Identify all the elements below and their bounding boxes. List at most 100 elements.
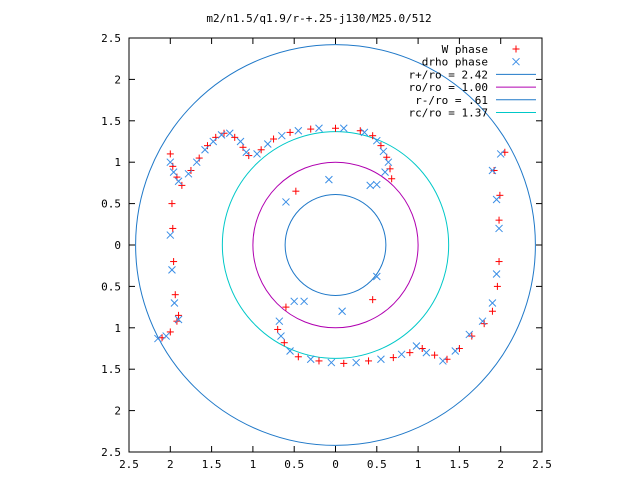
w-phase-point xyxy=(280,339,288,347)
drho-phase-point xyxy=(492,195,501,204)
legend-entry: W phase xyxy=(442,43,520,56)
w-phase-point xyxy=(220,129,228,137)
legend-label: drho phase xyxy=(422,56,488,69)
w-phase-point xyxy=(245,152,253,160)
y-tick-label: 0.5 xyxy=(101,198,121,211)
drho-phase-point xyxy=(384,158,393,167)
w-phase-point xyxy=(496,191,504,199)
legend-entry: r+/ro = 2.42 xyxy=(409,68,536,81)
w-phase-point xyxy=(168,200,176,208)
axis-ticks: 2.5 2 1.5 1 0.5 0 0.5 1 1.5 2 2.52.521.510.500.511… xyxy=(101,32,552,471)
w-phase-point xyxy=(418,345,426,352)
drho-phase-point xyxy=(282,198,290,206)
circle-rc-ro xyxy=(221,131,450,359)
legend-label: W phase xyxy=(442,43,488,56)
legend-swatch xyxy=(512,57,520,66)
w-phase-point xyxy=(282,303,290,311)
drho-phase-point xyxy=(488,166,497,175)
w-phase-point xyxy=(239,143,247,151)
drho-phase-point xyxy=(169,168,178,176)
drho-phase-point xyxy=(372,180,381,189)
drho-phase-point xyxy=(242,148,251,157)
w-phase-point xyxy=(340,359,348,367)
drho-phase-point xyxy=(465,330,474,339)
drho-phase-point xyxy=(366,181,375,190)
w-phase-point xyxy=(493,282,501,290)
w-phase-point xyxy=(166,328,174,336)
w-phase-point xyxy=(274,325,282,333)
drho-phase-point xyxy=(327,358,336,367)
circle-r-ro xyxy=(135,44,536,446)
w-phase-point xyxy=(166,150,174,158)
drho-phase-point xyxy=(315,124,323,133)
y-tick-label: 1.5 xyxy=(101,115,121,128)
y-tick-label: 2 xyxy=(114,73,121,86)
drho-phase-point xyxy=(170,299,179,307)
w-phase-point xyxy=(171,291,179,299)
w-phase-point xyxy=(495,258,503,266)
w-phase-point xyxy=(480,320,488,328)
drho-phase-point xyxy=(488,299,497,307)
drho-phase-point xyxy=(253,150,261,158)
legend-entry: r-/ro = .61 xyxy=(415,94,536,107)
circle-ro-ro xyxy=(252,161,419,329)
x-tick-label: 1 xyxy=(250,458,257,471)
drho-phase-point xyxy=(495,224,503,233)
drho-phase-point xyxy=(381,168,389,176)
drho-phase-point xyxy=(360,128,369,137)
x-tick-label: 2.5 xyxy=(119,458,139,471)
legend-label: rc/ro = 1.37 xyxy=(409,107,488,120)
w-phase-point xyxy=(377,142,385,150)
drho-phase-point xyxy=(154,334,162,343)
drho-phase-point xyxy=(379,147,388,156)
w-phase-point xyxy=(178,181,186,189)
drho-phase-point xyxy=(236,137,245,146)
w-phase-point xyxy=(203,142,211,150)
x-tick-label: 1.5 xyxy=(449,458,469,471)
w-phase-point xyxy=(175,311,183,319)
circle-r-ro xyxy=(284,193,387,297)
w-phase-point xyxy=(406,349,414,357)
drho-phase-point xyxy=(184,169,193,178)
legend-entry: ro/ro = 1.00 xyxy=(409,81,536,94)
y-tick-label: 1 xyxy=(114,322,121,335)
drho-phase-point xyxy=(478,317,487,326)
x-tick-label: 2.5 xyxy=(532,458,552,471)
w-phase-point xyxy=(488,307,496,315)
drho-phase-point xyxy=(168,265,176,274)
drho-phase-point xyxy=(300,297,308,306)
w-phase-point xyxy=(369,132,377,140)
drho-phase-point xyxy=(352,358,361,367)
drho-phase-point xyxy=(412,342,421,350)
drho-phase-point xyxy=(277,131,286,140)
legend-label: r+/ro = 2.42 xyxy=(409,68,488,81)
drho-phase-point xyxy=(201,145,209,154)
drho-phase-point xyxy=(225,129,234,138)
w-phase-point xyxy=(389,354,397,362)
w-phase-point xyxy=(495,216,503,224)
drho-phase-point xyxy=(263,140,272,148)
w-phase-point xyxy=(257,146,265,154)
drho-phase-point xyxy=(325,175,333,184)
drho-phase-point xyxy=(439,357,447,365)
w-phase-point xyxy=(169,224,177,232)
w-phase-point xyxy=(468,332,476,340)
w-phase-point xyxy=(187,166,195,174)
w-phase-point xyxy=(315,357,323,365)
drho-phase-point xyxy=(338,307,346,316)
drho-phase-point xyxy=(166,231,175,239)
data-points xyxy=(154,124,509,367)
drho-phase-point xyxy=(492,270,501,278)
legend-label: ro/ro = 1.00 xyxy=(409,81,488,94)
y-tick-label: 0 xyxy=(114,239,121,252)
y-tick-label: 2.5 xyxy=(101,32,121,45)
drho-phase-point xyxy=(372,272,381,281)
drho-phase-point xyxy=(217,131,226,139)
w-phase-point xyxy=(332,124,339,132)
drho-phase-point xyxy=(275,317,284,326)
y-tick-label: 2.5 xyxy=(101,446,121,459)
w-phase-point xyxy=(212,133,220,141)
drho-phase-point xyxy=(339,124,348,133)
x-tick-label: 2 xyxy=(167,458,174,471)
